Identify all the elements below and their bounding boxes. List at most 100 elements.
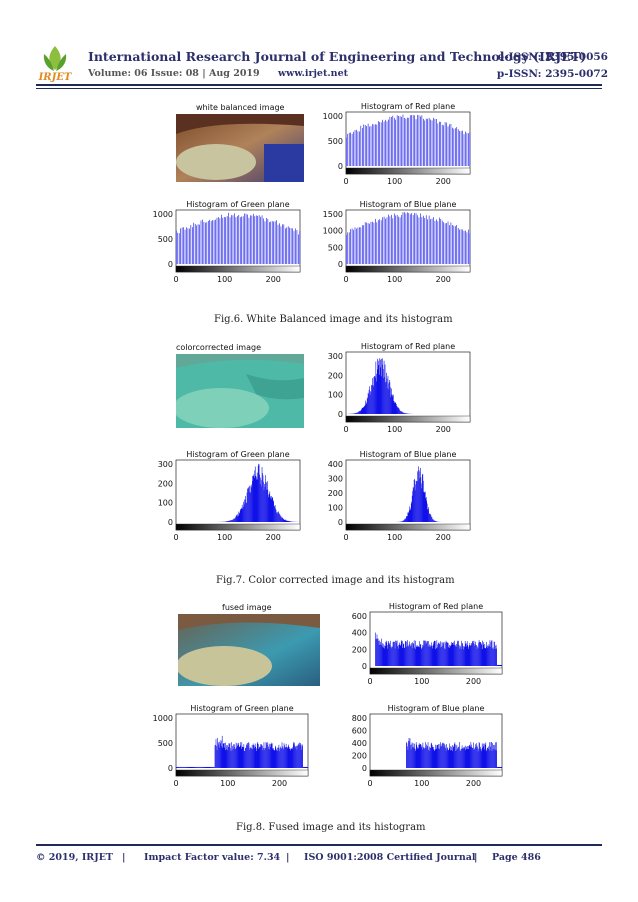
histogram-bar [177, 232, 179, 264]
histogram-bar [452, 642, 454, 666]
histogram-bar [259, 484, 261, 522]
histogram-bar [197, 766, 199, 768]
histogram-bar [442, 742, 444, 768]
x-tick-label: 100 [217, 533, 232, 542]
histogram-bar [217, 737, 218, 768]
histogram-bar [483, 746, 485, 768]
histogram-bar [399, 116, 401, 166]
histogram-bar [285, 747, 286, 768]
histogram-bar [446, 748, 448, 768]
histogram-bar [442, 642, 444, 666]
histogram-bar [186, 227, 187, 264]
histogram-bar [185, 766, 186, 768]
histogram-bar [426, 500, 428, 522]
histogram-bar [398, 645, 399, 666]
histogram-bar [405, 413, 406, 414]
histogram-bar [363, 407, 365, 414]
histogram-bar [447, 747, 448, 768]
histogram-bar [296, 749, 298, 768]
histogram-bar [483, 749, 485, 768]
histogram-bar [436, 219, 437, 264]
histogram-bar [462, 748, 464, 768]
histogram-bar [459, 130, 460, 166]
histogram-bar [376, 222, 378, 264]
histogram-bar [463, 747, 464, 768]
histogram-bar [421, 647, 423, 666]
histogram-bar [277, 224, 279, 264]
histogram-bar [437, 647, 439, 666]
histogram-bar [190, 766, 192, 768]
histogram-bar [400, 645, 402, 666]
histogram-bar [291, 748, 293, 768]
histogram-bar [410, 646, 411, 666]
histogram-bar [403, 520, 404, 522]
histogram-bar [207, 766, 209, 768]
histogram-bar [389, 379, 390, 414]
histogram-bar [416, 746, 418, 768]
histogram-bar [375, 124, 376, 166]
histogram-bar [188, 766, 189, 768]
histogram-bar [468, 229, 469, 264]
histogram-bar [493, 641, 495, 666]
histogram-bar [215, 739, 217, 768]
histogram-bar [417, 748, 419, 768]
histogram-bar [295, 746, 297, 768]
histogram-bar [465, 643, 466, 666]
histogram-bar [226, 216, 228, 264]
histogram-bar [274, 750, 276, 768]
histogram-bar [466, 133, 468, 166]
histogram-bar [403, 644, 404, 666]
histogram-bar [210, 221, 212, 264]
x-tick-label: 100 [387, 275, 402, 284]
histogram-bar [448, 647, 449, 666]
histogram-bar [474, 749, 475, 768]
histogram-bar [447, 642, 449, 666]
x-tick-label: 200 [266, 533, 281, 542]
y-tick-label: 1000 [323, 227, 343, 236]
histogram-bar [406, 742, 407, 768]
histogram-bar [227, 521, 229, 522]
histogram-bar [448, 749, 449, 768]
histogram-bar [379, 367, 381, 414]
journal-url[interactable]: www.irjet.net [278, 68, 349, 79]
x-tick-label: 100 [387, 425, 402, 434]
histogram-bar [248, 217, 250, 264]
histogram-bar [242, 746, 244, 768]
histogram-bar [300, 743, 301, 768]
y-tick-label: 1000 [153, 714, 173, 723]
histogram-bar [281, 742, 283, 768]
histogram-bar [500, 664, 502, 666]
histogram-bar [418, 744, 420, 768]
histogram-bar [425, 747, 427, 768]
histogram-bar [432, 644, 434, 666]
histogram-bar [262, 475, 264, 522]
histogram-bar [228, 743, 230, 768]
histogram-bar [455, 744, 457, 768]
histogram-bar [201, 766, 203, 768]
histogram-bar [385, 641, 387, 666]
histogram-bar [251, 215, 253, 264]
histogram-bar [399, 644, 401, 666]
histogram-bar [402, 648, 404, 666]
histogram-bar [467, 746, 469, 768]
irjet-logo: IRJET [38, 44, 72, 84]
histogram-bar [367, 397, 368, 414]
histogram-bar [263, 742, 265, 768]
histogram-bar [246, 492, 248, 522]
histogram-bar [265, 482, 267, 522]
histogram-bar [273, 749, 275, 768]
histogram-bar [432, 648, 433, 666]
histogram-bar [365, 403, 367, 414]
fig7-color-corrected-photo [176, 354, 304, 428]
histogram-bar [181, 766, 182, 768]
histogram-bar [184, 766, 185, 768]
histogram-bar [409, 738, 411, 768]
histogram-bar [195, 766, 197, 768]
histogram-bar [372, 124, 373, 166]
histogram-bar [241, 216, 242, 264]
histogram-bar [248, 487, 249, 522]
histogram-bar [368, 393, 369, 414]
histogram-bar [280, 748, 282, 768]
header-rule [36, 84, 602, 86]
histogram-bar [235, 516, 237, 522]
